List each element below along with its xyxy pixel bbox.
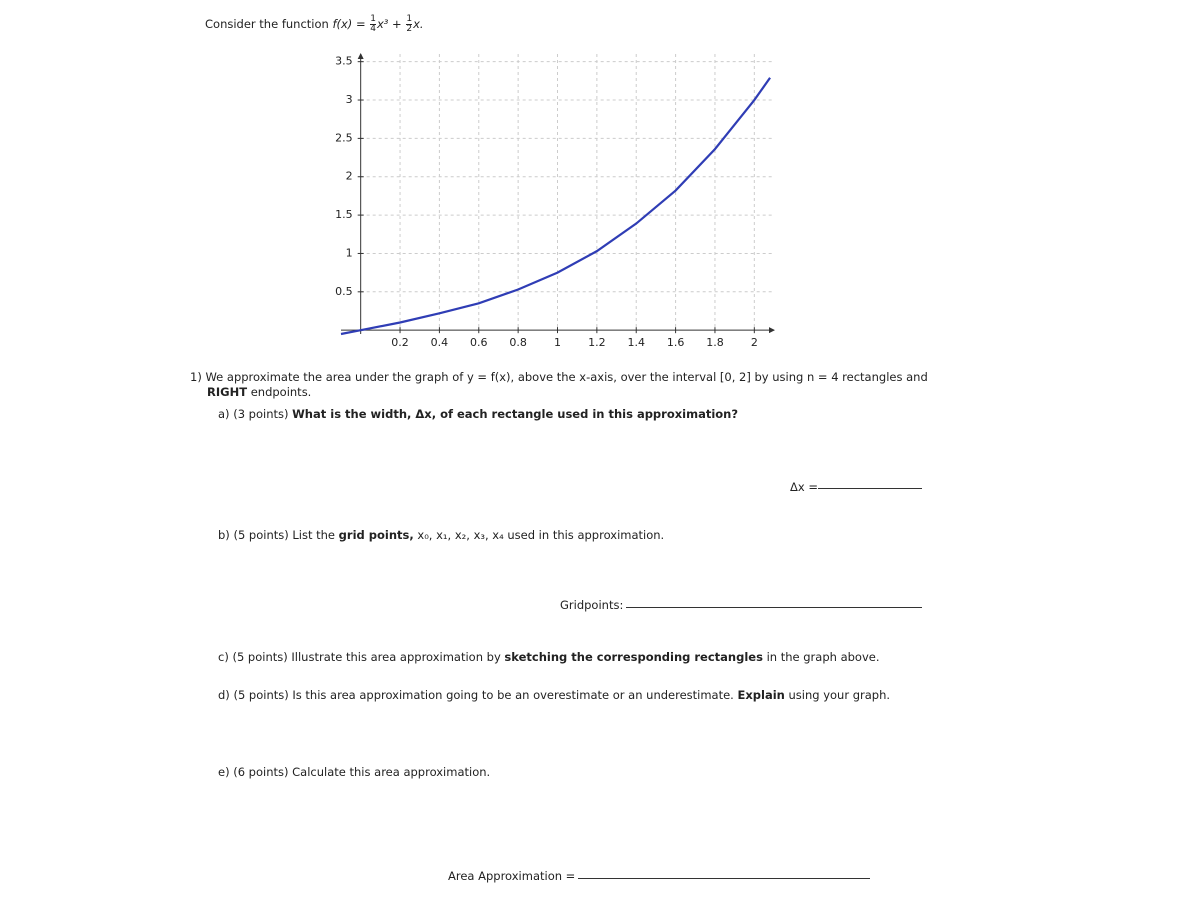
question-a: a) (3 points) What is the width, Δx, of … <box>218 407 738 421</box>
answer-label: Gridpoints: <box>560 598 624 612</box>
y-tick-label: 3.5 <box>335 55 353 68</box>
x-tick-label: 1.6 <box>667 336 685 349</box>
q-text: endpoints. <box>250 385 312 399</box>
intro-text: Consider the function <box>205 17 329 31</box>
x-tick-label: 2 <box>751 336 758 349</box>
question-e: e) (6 points) Calculate this area approx… <box>218 765 490 779</box>
answer-line <box>626 607 922 608</box>
answer-line <box>818 488 922 489</box>
question-1-cont: RIGHT endpoints. <box>207 385 311 399</box>
y-tick-label: 1 <box>346 246 353 259</box>
question-1: 1) We approximate the area under the gra… <box>190 370 928 384</box>
q-label: c) <box>218 650 229 664</box>
x-tick-label: 0.2 <box>391 336 409 349</box>
intro: Consider the function f(x) = 1 4 x³ + 1 2 x. <box>205 15 424 34</box>
chart: 0.5 1 1.5 2 2.5 3 3.5 0.2 0.4 0.6 0.8 1 1.2 1.4 1.6 1.8… <box>335 53 775 349</box>
q-text: List the <box>292 528 336 542</box>
q-bold: sketching the corresponding rectangles <box>504 650 763 664</box>
function-curve <box>340 77 771 336</box>
x-tick-label: 0.4 <box>431 336 449 349</box>
q-text: using your graph. <box>788 688 891 702</box>
x-tick-label: 1.4 <box>627 336 645 349</box>
denominator: 4 <box>370 24 376 34</box>
q-bold: Explain <box>737 688 785 702</box>
formula-lhs: f(x) = <box>332 17 366 31</box>
q-bold: grid points, <box>338 528 414 542</box>
denominator: 2 <box>406 24 413 34</box>
y-tick-label: 2 <box>346 170 353 183</box>
formula-term: x³ + <box>376 17 402 31</box>
x-tick-label: 1.2 <box>588 336 606 349</box>
q-text: Illustrate this area approximation by <box>291 650 501 664</box>
y-tick-label: 1.5 <box>335 208 353 221</box>
q-bold: RIGHT <box>207 385 248 399</box>
q-label: b) <box>218 528 230 542</box>
q-label: a) <box>218 407 230 421</box>
q-label: d) <box>218 688 230 702</box>
x-tick-label: 0.8 <box>509 336 527 349</box>
y-tick-label: 3 <box>346 93 353 106</box>
y-tick-label: 0.5 <box>335 285 353 298</box>
q-label: e) <box>218 765 230 779</box>
q-bold: What is the width, Δx, of each rectangle… <box>292 407 739 421</box>
x-tick-label: 1 <box>554 336 561 349</box>
answer-line <box>578 878 870 879</box>
y-tick-label: 2.5 <box>335 131 353 144</box>
answer-label: Area Approximation = <box>448 869 576 883</box>
question-c: c) (5 points) Illustrate this area appro… <box>218 650 880 664</box>
formula-term: x. <box>413 17 424 31</box>
x-tick-label: 1.8 <box>706 336 724 349</box>
q-points: (6 points) <box>233 765 289 779</box>
x-tick-label: 0.6 <box>470 336 488 349</box>
question-d: d) (5 points) Is this area approximation… <box>218 688 890 702</box>
q-num: 1) <box>190 370 202 384</box>
q-text: Is this area approximation going to be a… <box>292 688 734 702</box>
q-text: x₀, x₁, x₂, x₃, x₄ used in this approxim… <box>417 528 665 542</box>
numerator: 1 <box>370 14 376 24</box>
q-text: in the graph above. <box>766 650 880 664</box>
q-points: (5 points) <box>233 528 289 542</box>
q-text: We approximate the area under the graph … <box>205 370 928 384</box>
q-points: (5 points) <box>232 650 288 664</box>
numerator: 1 <box>406 14 413 24</box>
q-points: (3 points) <box>233 407 289 421</box>
q-points: (5 points) <box>233 688 289 702</box>
answer-label: Δx = <box>790 480 818 494</box>
question-b: b) (5 points) List the grid points, x₀, … <box>218 528 664 542</box>
q-text: Calculate this area approximation. <box>292 765 491 779</box>
